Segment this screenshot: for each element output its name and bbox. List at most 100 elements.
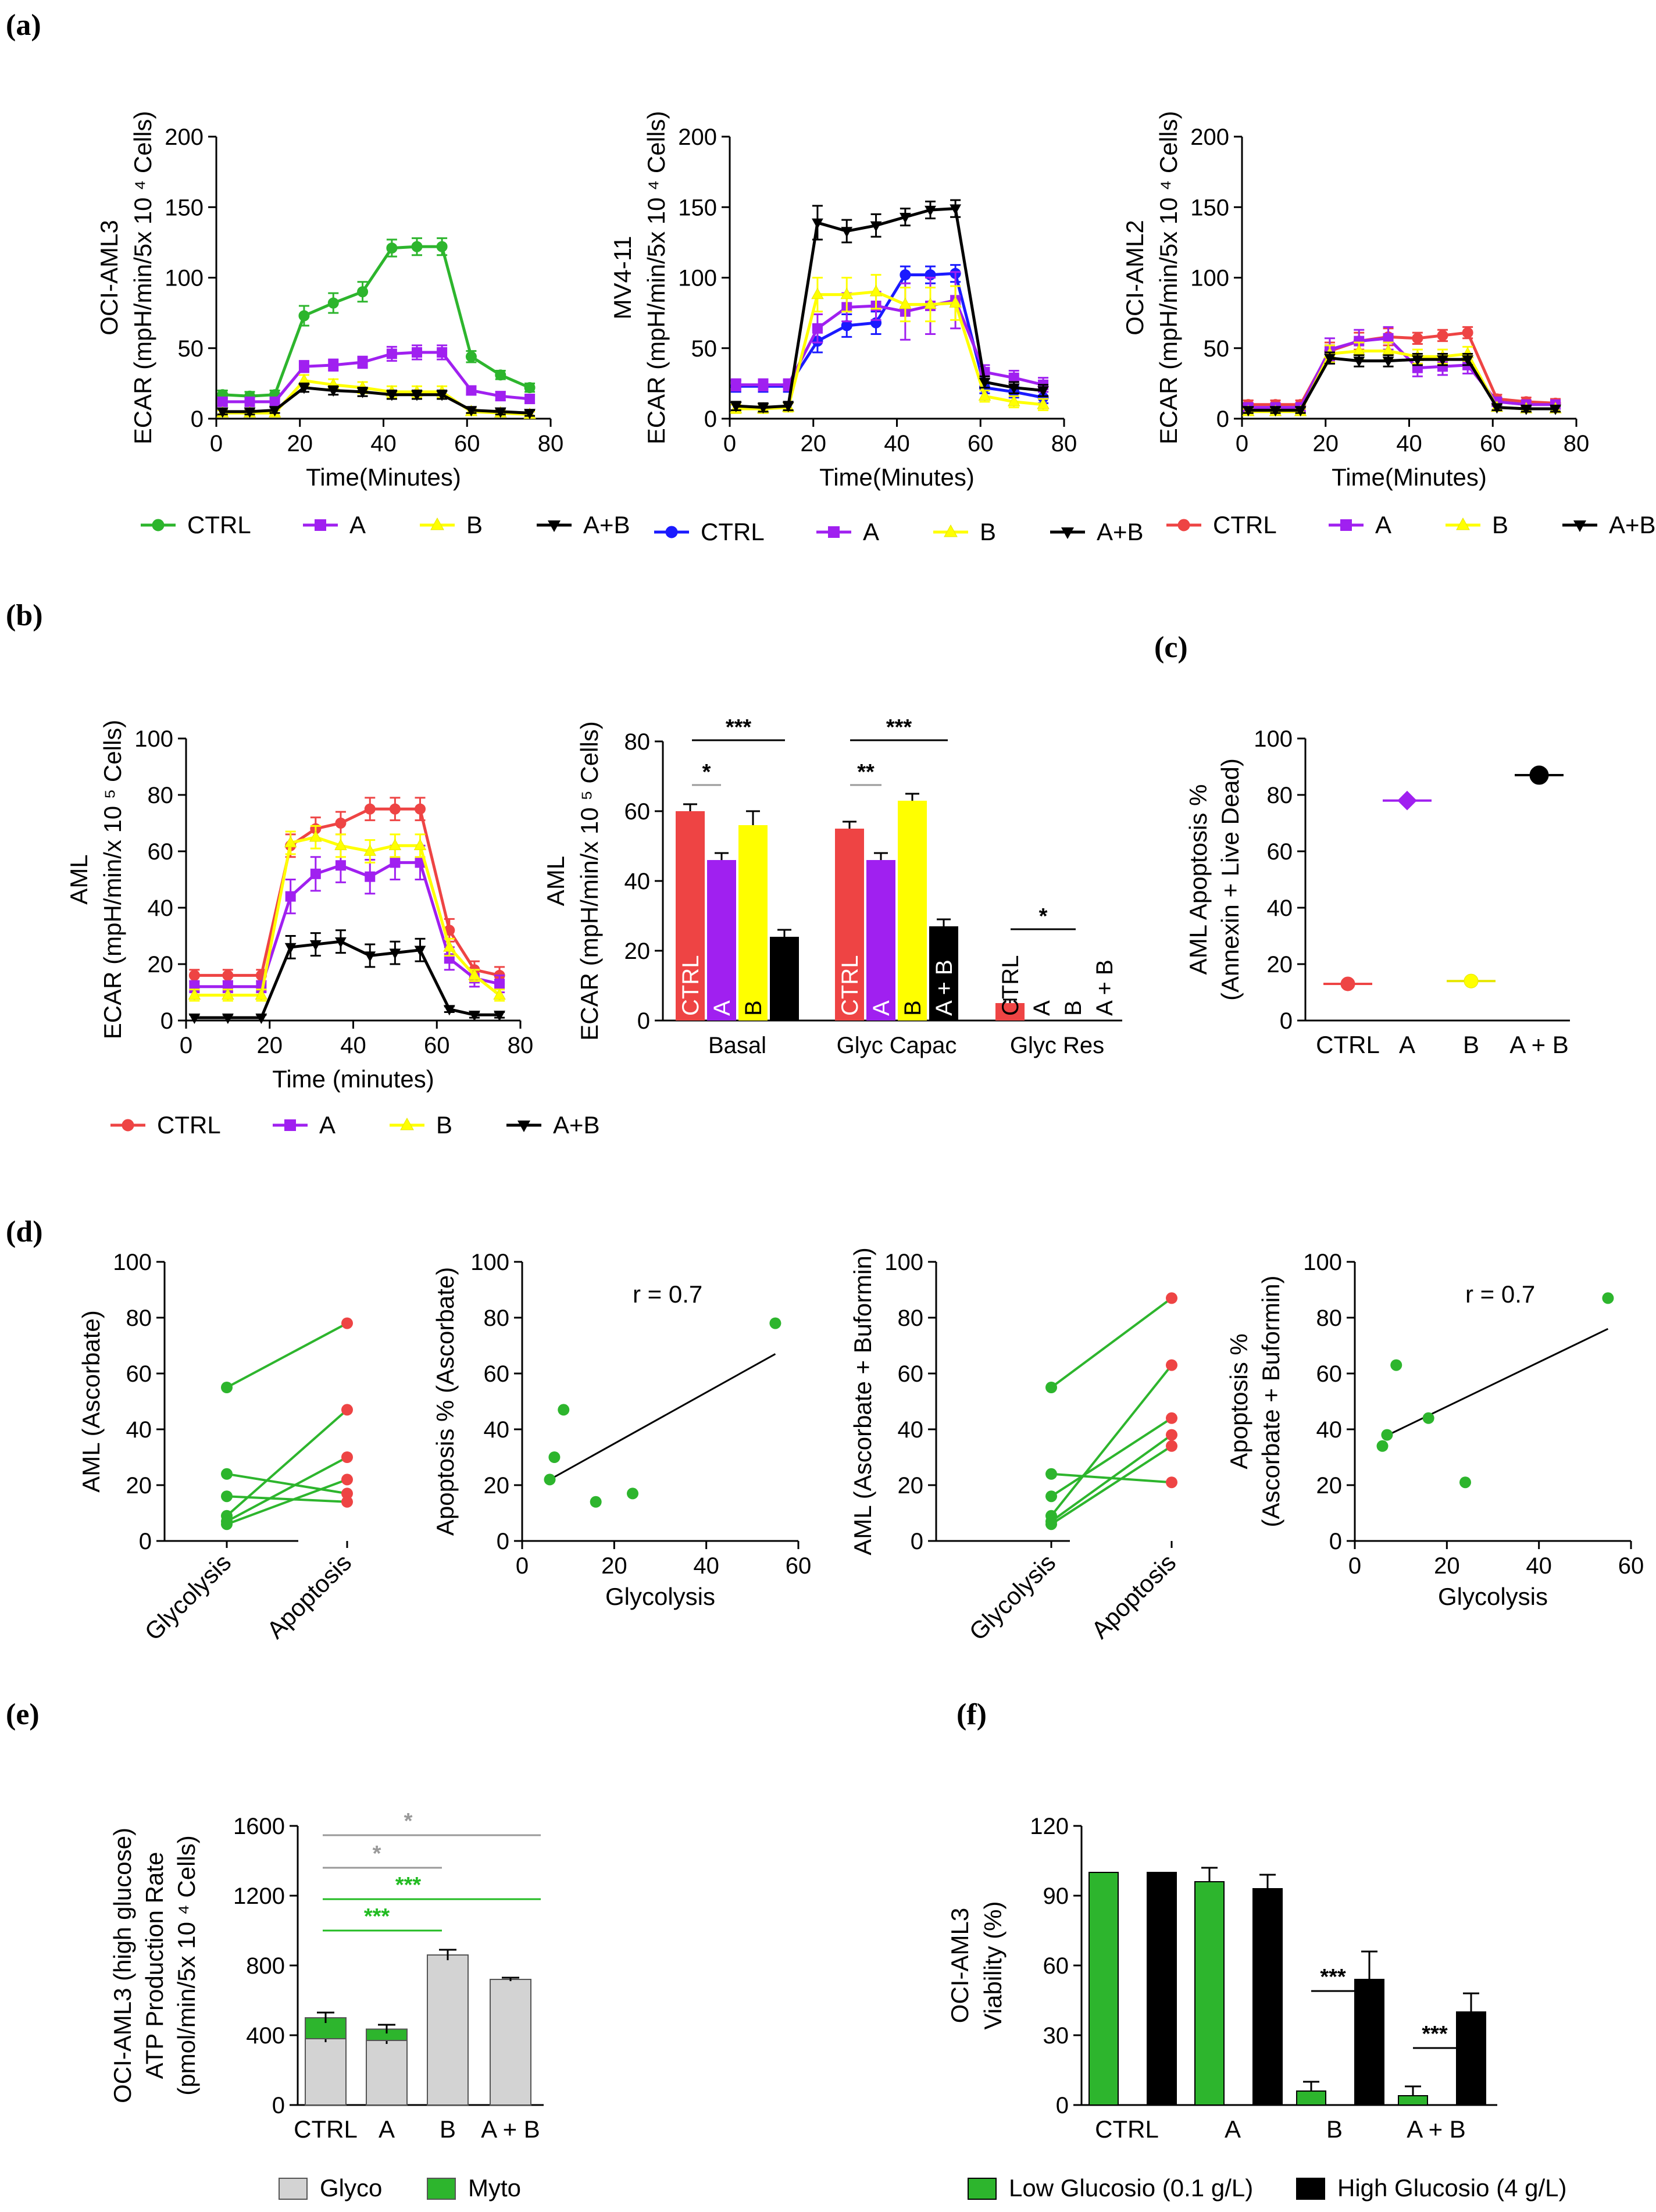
data-point [494, 978, 505, 989]
data-point [284, 943, 297, 954]
y-axis-label: Apoptosis % [1225, 1333, 1252, 1469]
data-point [495, 391, 506, 402]
chart-a1: 0 20 40 60 80 0 50 100 150 200 Time(Minutes) OCI-AM… [95, 111, 630, 538]
bar-label: A + B [1092, 959, 1118, 1016]
data-point [1008, 395, 1020, 406]
legend-item: High Glucosio (4 g/L) [1296, 2174, 1567, 2202]
legend-marker [400, 1117, 414, 1130]
data-point [443, 940, 456, 952]
y-axis-label-line1: OCI-AML3 (high glucose) [109, 1828, 136, 2103]
bar-label: CTRL [678, 955, 704, 1016]
data-point [255, 988, 268, 1000]
data-point [978, 389, 991, 401]
data-point [1550, 404, 1561, 415]
data-point [524, 409, 536, 420]
data-point [386, 242, 398, 254]
y-axis-label-sub: (Annexin + Live Dead) [1216, 758, 1244, 1001]
bar-label: A [1029, 1000, 1055, 1016]
legend-label: A+B [583, 511, 630, 538]
bar-high-glucose [1147, 1872, 1177, 2106]
fit-line [1382, 1328, 1609, 1439]
data-point [414, 946, 426, 957]
y-tick-label: 60 [484, 1361, 510, 1387]
paired-sample [1045, 1292, 1177, 1393]
data-point [327, 297, 339, 309]
x-category-label: B [440, 2115, 456, 2143]
x-tick-label: 20 [287, 431, 313, 456]
data-point [1340, 976, 1355, 991]
stacked-bar [427, 1949, 469, 2106]
pair-line [1050, 1297, 1173, 1389]
x-axis-label: Glycolysis [1438, 1583, 1548, 1610]
data-point [1464, 973, 1479, 989]
legend-marker [284, 1119, 296, 1131]
paired-sample [1045, 1359, 1177, 1522]
x-tick-label: 60 [1618, 1553, 1644, 1579]
data-point [1462, 327, 1473, 338]
data-point [309, 830, 322, 842]
paired-sample [221, 1317, 353, 1393]
y-axis-label: AML (Ascorbate) [77, 1310, 105, 1493]
y-tick-label: 80 [1267, 783, 1293, 808]
y-tick-label: 0 [704, 406, 717, 432]
panel-b: (b) 0 20 40 60 80 0 20 40 60 80 100 Time (minutes) A… [6, 599, 1122, 1139]
y-axis-label: ECAR (mpH/min/5x 10 ⁴ Cells) [643, 111, 670, 445]
chart-b1: 0 20 40 60 80 0 20 40 60 80 100 Time (minutes) AML EC… [65, 720, 600, 1139]
data-point [469, 1011, 480, 1022]
data-point [1383, 333, 1394, 344]
significance-label: * [404, 1809, 413, 1833]
y-tick-label: 0 [1216, 406, 1229, 432]
chart-a2: 0 20 40 60 80 0 50 100 150 200 Time(Minutes) MV4-11… [609, 111, 1144, 545]
legend-marker [122, 1119, 134, 1132]
y-tick-label: 100 [1190, 266, 1229, 291]
x-tick-label: 20 [257, 1033, 283, 1058]
data-point [363, 844, 376, 856]
x-category-label: B [1326, 2115, 1343, 2143]
x-tick-label: 40 [340, 1033, 366, 1058]
data-point [357, 286, 369, 298]
pair-line [226, 1456, 348, 1523]
legend-label: B [436, 1111, 452, 1139]
y-tick-label: 100 [678, 266, 717, 291]
data-point [1411, 355, 1423, 366]
data-point [390, 857, 401, 868]
bar-low-glucose [1088, 1872, 1119, 2106]
data-point [1008, 372, 1019, 383]
chart-d4: 0 20 40 60 0 20 40 60 80 100 Glycolysis Apoptosis %… [1225, 1250, 1644, 1610]
bar-group-glyc-capac: CTRL A B A + B Glyc Capac [835, 793, 958, 1058]
data-point [389, 948, 401, 959]
data-point [216, 407, 229, 418]
legend-item: B [1446, 511, 1508, 538]
y-axis-label-cell-line: AML [542, 856, 569, 906]
legend-marker [430, 517, 444, 530]
data-point [188, 969, 200, 981]
legend-item: Myto [427, 2174, 521, 2202]
y-tick-label: 150 [678, 195, 717, 220]
paired-sample [221, 1468, 353, 1500]
bar [707, 860, 736, 1021]
data-point [388, 839, 402, 850]
data-point [298, 361, 309, 372]
y-tick-label: 0 [272, 2093, 285, 2118]
chart-c: 0 20 40 60 80 100 AML Apoptosis % (Annexin + Li… [1184, 726, 1570, 1058]
y-axis-label-line2: Viability (%) [979, 1901, 1007, 2030]
bar [929, 926, 958, 1021]
x-tick-label: 40 [370, 431, 397, 456]
y-axis-label-line1: OCI-AML3 [946, 1908, 973, 2023]
bar-group [1088, 1872, 1177, 2106]
data-point [1324, 354, 1336, 365]
data-point [412, 347, 422, 358]
y-tick-label: 40 [484, 1417, 510, 1443]
bar-label: B [741, 1000, 766, 1016]
significance-markers: ********** [692, 715, 1076, 930]
data-point [284, 836, 297, 848]
significance-label: ** [857, 760, 875, 784]
x-category-label: A + B [481, 2115, 540, 2143]
significance-label: *** [726, 715, 752, 740]
x-tick-label: 0 [1348, 1553, 1361, 1579]
y-axis-label-cell-line: OCI-AML3 [95, 220, 123, 335]
legend-marker [828, 526, 840, 538]
data-point [949, 296, 962, 308]
